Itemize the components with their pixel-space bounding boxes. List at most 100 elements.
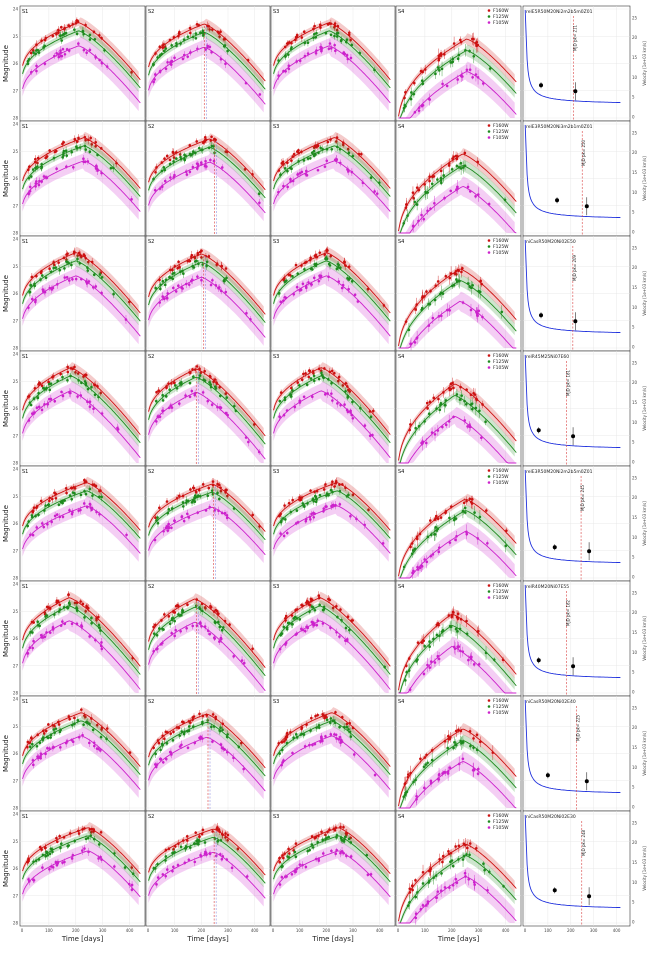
data-point-F160W — [209, 604, 212, 608]
data-point-F160W — [189, 488, 192, 491]
data-point-F105W — [371, 433, 374, 437]
data-point-F125W — [195, 495, 199, 498]
data-point-F105W — [41, 288, 45, 291]
data-point-F125W — [181, 501, 185, 504]
data-point-F160W — [280, 741, 284, 744]
data-point-F160W — [410, 542, 414, 545]
data-point-F160W — [429, 289, 432, 293]
data-point-F160W — [451, 157, 454, 160]
data-point-F125W — [329, 721, 332, 725]
data-point-F125W — [67, 262, 71, 265]
data-point-F105W — [337, 280, 341, 283]
data-point-F125W — [168, 162, 172, 166]
data-point-F160W — [251, 647, 254, 651]
data-point-F160W — [344, 264, 347, 267]
data-point-F125W — [333, 34, 336, 38]
data-point-F160W — [56, 840, 59, 844]
data-point-F160W — [168, 38, 172, 42]
data-point-F160W — [191, 718, 194, 721]
data-point-F125W — [478, 409, 481, 413]
data-point-F160W — [300, 726, 304, 729]
data-point-F105W — [423, 786, 426, 790]
data-point-F105W — [161, 761, 165, 764]
data-point-F160W — [152, 746, 155, 750]
model-band-F125W — [148, 141, 264, 202]
data-point-F160W — [33, 160, 37, 164]
data-point-F160W — [56, 720, 60, 724]
peak-label: MJD pk= 245 — [580, 484, 585, 511]
data-point-F160W — [348, 721, 352, 725]
data-point-F160W — [468, 497, 472, 501]
data-point-F125W — [302, 504, 306, 508]
data-point-F160W — [338, 483, 341, 486]
data-point-F125W — [220, 628, 224, 632]
data-point-F160W — [452, 386, 455, 390]
data-point-F105W — [309, 517, 312, 521]
data-point-F105W — [257, 450, 261, 454]
data-point-F160W — [336, 24, 340, 28]
data-point-F125W — [34, 49, 38, 52]
data-point-F105W — [158, 301, 162, 304]
data-point-F105W — [181, 57, 185, 61]
data-point-F105W — [326, 392, 329, 395]
data-point-F160W — [158, 506, 161, 510]
data-point-F125W — [426, 535, 430, 539]
data-point-F105W — [314, 51, 318, 55]
data-point-F125W — [54, 266, 58, 269]
data-point-F125W — [329, 488, 333, 492]
data-point-F105W — [184, 394, 187, 397]
data-point-F125W — [91, 728, 95, 732]
data-point-F105W — [413, 341, 417, 344]
data-point-F105W — [429, 660, 433, 663]
data-point-F105W — [477, 309, 481, 313]
data-point-F105W — [82, 48, 86, 52]
data-point-F125W — [456, 57, 460, 61]
velocity-point — [573, 319, 578, 324]
data-point-F105W — [284, 296, 288, 300]
data-point-F105W — [461, 301, 465, 304]
data-point-F160W — [336, 379, 340, 383]
data-point-F160W — [168, 158, 172, 162]
data-point-F125W — [58, 608, 62, 611]
data-point-F125W — [423, 644, 426, 648]
data-point-F160W — [319, 369, 323, 373]
data-point-F160W — [161, 734, 165, 738]
data-point-F125W — [297, 160, 300, 163]
data-point-F160W — [98, 489, 101, 493]
data-point-F105W — [160, 185, 164, 189]
data-point-F125W — [317, 377, 321, 381]
data-point-F105W — [338, 503, 342, 506]
velocity-axis-label: Velocity [1e+03 km/s] — [642, 501, 647, 546]
data-point-F105W — [258, 201, 261, 205]
data-point-F105W — [166, 60, 169, 64]
data-point-F105W — [296, 521, 300, 524]
data-point-F125W — [406, 214, 409, 217]
model-line-F160W — [148, 598, 266, 668]
data-point-F125W — [97, 395, 100, 399]
data-point-F125W — [383, 665, 386, 669]
data-point-F105W — [153, 538, 157, 542]
vel-tick-label: 0 — [632, 345, 635, 350]
data-point-F105W — [220, 166, 224, 169]
data-point-F105W — [224, 62, 227, 66]
data-point-F105W — [467, 658, 470, 662]
data-point-F160W — [81, 602, 85, 606]
panel-label: S3 — [273, 239, 279, 245]
data-point-F160W — [45, 605, 49, 609]
data-point-F125W — [279, 173, 282, 177]
data-point-F125W — [327, 493, 330, 497]
data-point-F125W — [186, 35, 190, 39]
data-point-F125W — [192, 150, 195, 153]
model-line-F125W — [273, 30, 391, 89]
data-point-F125W — [152, 177, 155, 181]
data-point-F160W — [200, 602, 204, 606]
data-point-F125W — [295, 736, 299, 739]
data-point-F105W — [245, 311, 248, 315]
data-point-F160W — [171, 150, 175, 154]
data-point-F105W — [68, 279, 71, 282]
panel-label: S1 — [22, 124, 28, 130]
data-point-F125W — [350, 280, 354, 283]
data-point-F160W — [450, 615, 454, 619]
data-point-F160W — [224, 488, 227, 492]
data-point-F125W — [435, 633, 439, 637]
